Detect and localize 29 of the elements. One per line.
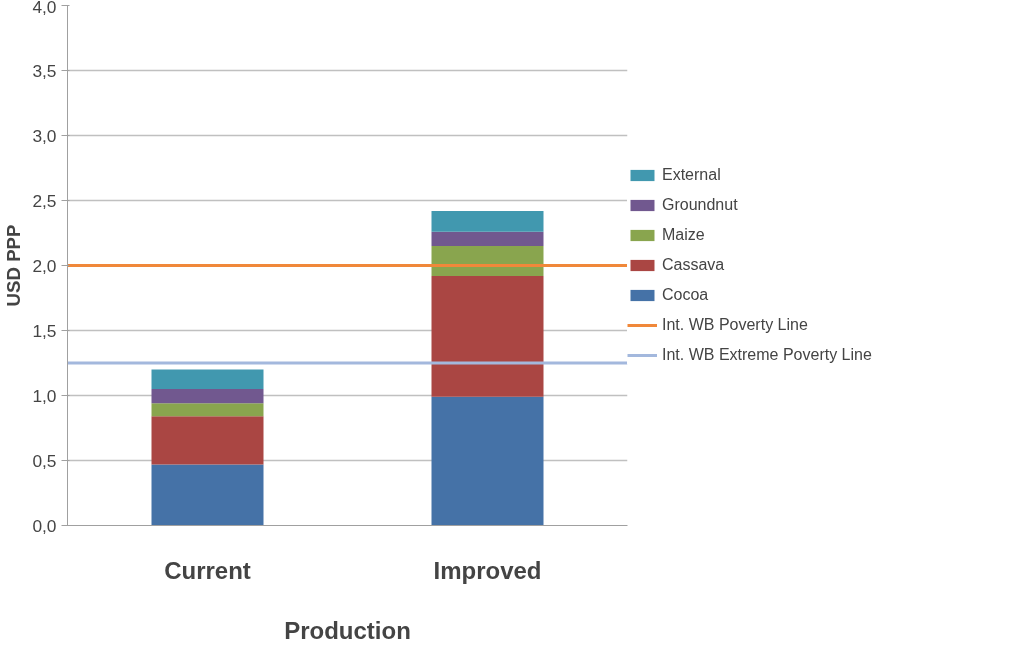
legend-label: Groundnut	[662, 196, 738, 214]
legend-label: Maize	[662, 226, 705, 244]
ref-line-label: Int. WB Extreme Poverty Line	[662, 346, 872, 364]
y-tick-label: 0,5	[32, 450, 57, 471]
y-tick-label: 1,5	[32, 320, 57, 341]
bar	[431, 275, 544, 397]
y-tick-label: 4,0	[32, 0, 57, 17]
y-tick-label: 2,5	[32, 190, 57, 211]
bar	[431, 210, 544, 232]
bar	[151, 403, 264, 417]
legend-label: External	[662, 166, 721, 184]
bar	[431, 231, 544, 246]
legend-label: Int. WB Poverty Line	[662, 316, 808, 334]
bar	[151, 389, 264, 404]
x-tick-label: Improved	[433, 556, 542, 584]
y-axis-title: USD PPP	[3, 224, 25, 307]
legend-label: Cocoa	[662, 286, 709, 304]
x-tick-label: Current	[164, 556, 251, 584]
bar	[151, 464, 264, 526]
y-tick-label: 3,0	[32, 125, 57, 146]
legend-label: Cassava	[662, 256, 725, 274]
bar	[431, 396, 544, 526]
bar	[151, 416, 264, 465]
y-tick-label: 2,0	[32, 255, 57, 276]
bar	[151, 369, 264, 389]
y-tick-label: 3,5	[32, 60, 57, 81]
y-tick-label: 1,0	[32, 385, 57, 406]
y-tick-label: 0,0	[32, 515, 57, 536]
x-axis-title: Production	[284, 616, 411, 644]
